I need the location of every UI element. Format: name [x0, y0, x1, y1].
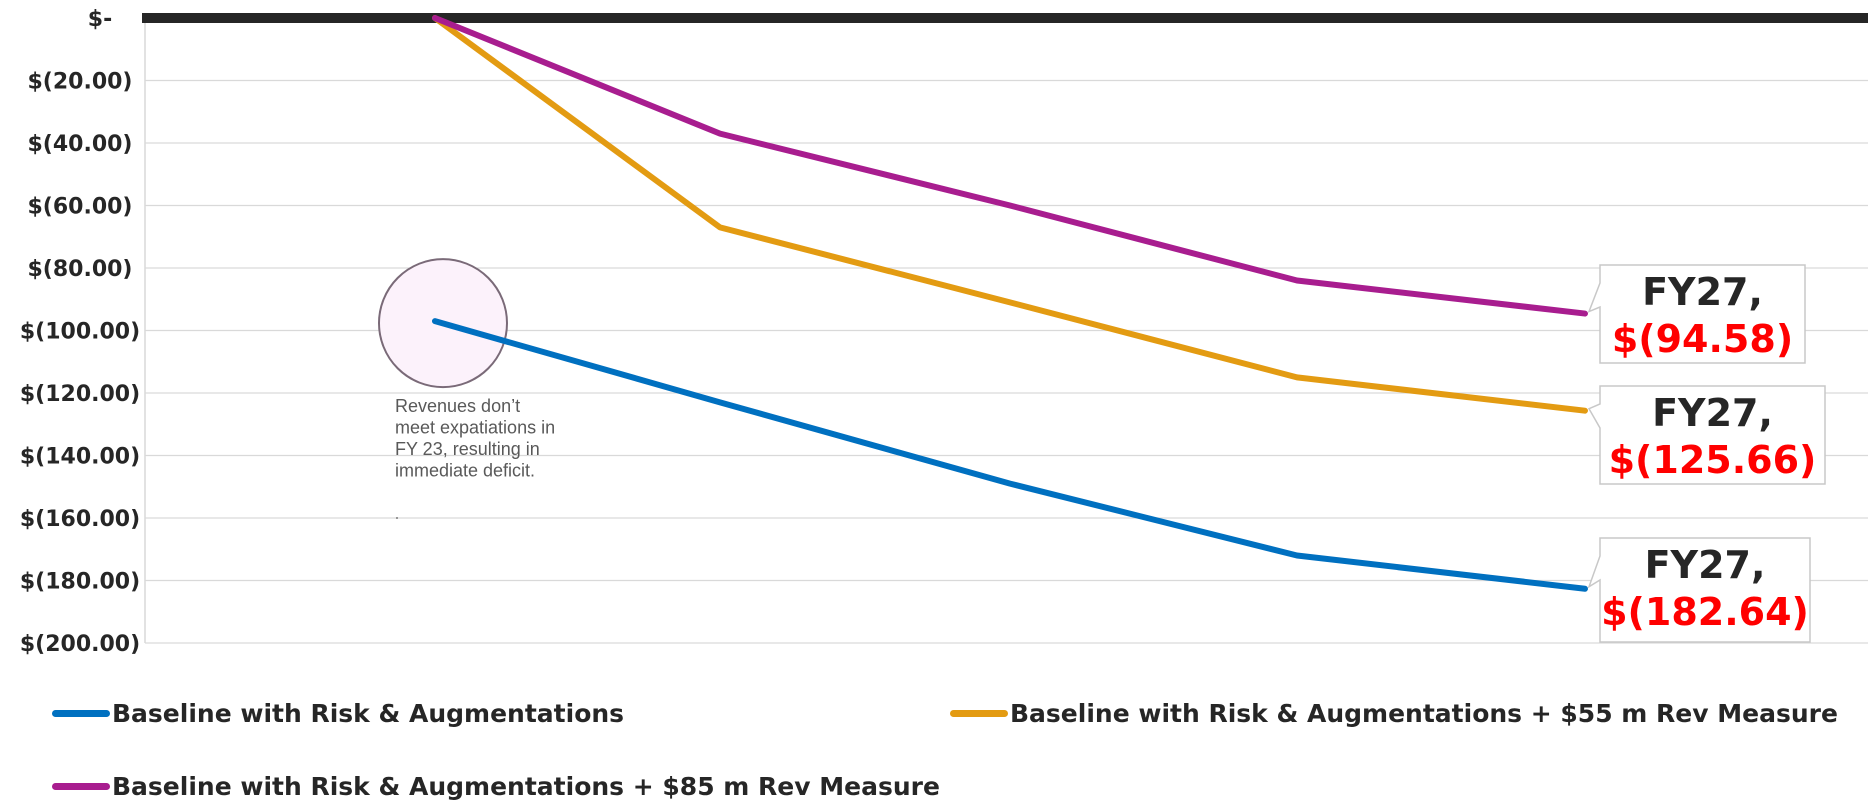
y-tick-label: $(60.00)	[27, 195, 132, 220]
data-label-callout: FY27,$(182.64)	[1587, 537, 1811, 643]
legend-swatch-baseline	[52, 710, 110, 717]
legend-swatch-55m	[950, 710, 1008, 717]
legend-label-baseline: Baseline with Risk & Augmentations	[112, 699, 625, 728]
y-tick-labels: $- $(20.00) $(40.00) $(60.00) $(80.00) $(100.…	[20, 7, 140, 657]
series-line-1	[432, 318, 1588, 592]
legend-label-55m: Baseline with Risk & Augmentations + $55…	[1010, 699, 1838, 728]
legend-swatch-85m	[52, 783, 110, 790]
y-tick-label: $(120.00)	[20, 382, 140, 407]
callout-box	[1587, 385, 1826, 485]
annotation-text-line: FY 23, resulting in	[395, 439, 540, 459]
legend-item-85m: Baseline with Risk & Augmentations + $85…	[52, 772, 940, 801]
legend-label-85m: Baseline with Risk & Augmentations + $85…	[112, 772, 940, 801]
series-line-3	[432, 15, 1588, 317]
callout-box	[1587, 264, 1806, 364]
callout-value: $(182.64)	[1601, 590, 1809, 634]
axes	[142, 13, 1868, 643]
series-line-2	[432, 15, 1588, 414]
callout-value: $(94.58)	[1612, 317, 1793, 361]
annotation-text-line: Revenues don’t	[395, 396, 520, 416]
y-tick-label: $(100.00)	[20, 320, 140, 345]
y-tick-label: $(140.00)	[20, 445, 140, 470]
callout-category: FY27,	[1645, 543, 1766, 587]
y-tick-label: $(180.00)	[20, 570, 140, 595]
data-label-callout: FY27,$(94.58)	[1587, 264, 1806, 364]
annotation-text-line: meet expatiations in	[395, 418, 555, 438]
y-tick-label: $(80.00)	[27, 257, 132, 282]
y-tick-label: $(160.00)	[20, 507, 140, 532]
y-tick-label: $(200.00)	[20, 632, 140, 657]
legend-item-baseline: Baseline with Risk & Augmentations	[52, 699, 624, 728]
callout-value: $(125.66)	[1609, 438, 1817, 482]
callout-box	[1587, 537, 1811, 643]
y-tick-label: $-	[88, 7, 112, 32]
callout-category: FY27,	[1652, 391, 1773, 435]
annotation-text-line: immediate deficit.	[395, 461, 535, 481]
series-lines	[432, 15, 1588, 592]
callout-category: FY27,	[1642, 270, 1763, 314]
data-label-callout: FY27,$(125.66)	[1587, 385, 1826, 485]
data-labels: FY27,$(94.58)FY27,$(125.66)FY27,$(182.64…	[1587, 264, 1826, 643]
y-tick-label: $(40.00)	[27, 132, 132, 157]
legend-item-55m: Baseline with Risk & Augmentations + $55…	[950, 699, 1838, 728]
annotation-dot	[396, 517, 398, 519]
y-tick-label: $(20.00)	[27, 70, 132, 95]
